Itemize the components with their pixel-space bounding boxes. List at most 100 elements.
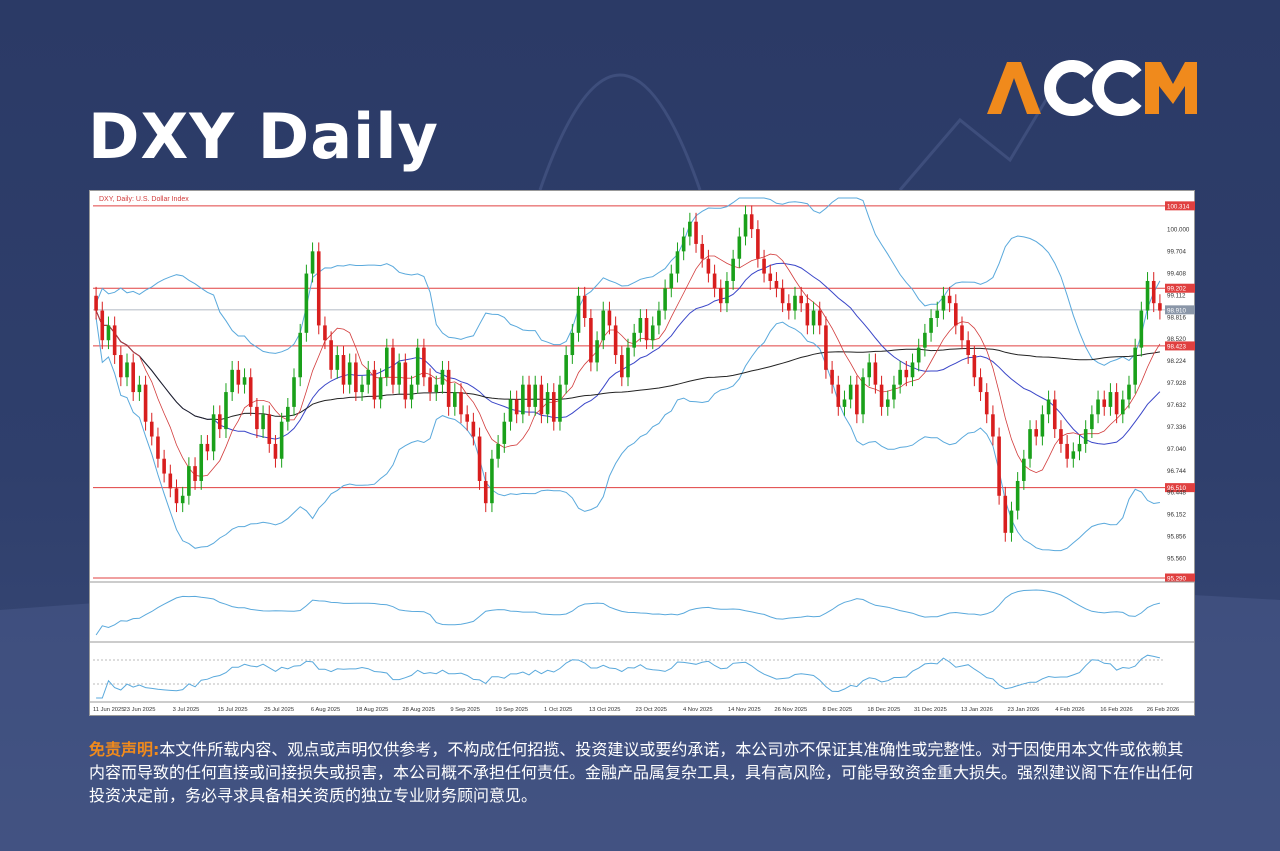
candle-body (514, 399, 519, 415)
candle-body (706, 258, 711, 274)
candle-body (112, 325, 117, 356)
x-tick-label: 9 Sep 2025 (450, 707, 480, 713)
candle-body (1022, 458, 1026, 481)
candle-body (935, 310, 940, 318)
price-tick-label: 96.152 (1167, 512, 1186, 519)
candle-body (805, 303, 810, 326)
x-tick-label: 26 Nov 2025 (774, 707, 807, 713)
candle-body (255, 406, 259, 430)
candle-body (205, 443, 210, 452)
candle-body (459, 392, 463, 415)
candle-body (372, 369, 377, 400)
candle-body (984, 392, 989, 415)
candle-body (836, 384, 841, 407)
x-tick-label: 23 Oct 2025 (635, 707, 667, 713)
price-tick-label: 97.928 (1167, 380, 1186, 387)
candle-body (286, 406, 290, 422)
candle-body (292, 377, 296, 407)
x-tick-label: 23 Jan 2026 (1007, 707, 1039, 713)
candle-body (663, 288, 667, 311)
candle-body (892, 384, 896, 400)
price-tick-label: 98.520 (1167, 336, 1186, 343)
price-tick-label: 99.202 (1167, 286, 1186, 293)
x-tick-label: 13 Jan 2026 (961, 707, 993, 713)
candle-body (669, 273, 674, 289)
candle-body (725, 280, 729, 304)
candle-body (391, 347, 395, 385)
candle-body (483, 480, 488, 504)
candle-body (1133, 347, 1137, 385)
x-tick-label: 25 Jul 2025 (264, 707, 294, 713)
candle-body (341, 355, 346, 385)
price-tick-label: 97.336 (1167, 424, 1186, 431)
candle-body (347, 362, 352, 385)
candle-body (1077, 443, 1082, 452)
candle-body (354, 362, 358, 393)
price-tick-label: 96.448 (1167, 490, 1186, 497)
accm-logo (985, 56, 1200, 120)
candle-body (131, 362, 136, 393)
candle-body (861, 377, 865, 415)
candle-body (1139, 310, 1144, 348)
candle-body (787, 303, 791, 311)
x-tick-label: 18 Aug 2025 (356, 707, 389, 713)
candle-body (453, 392, 457, 407)
price-tick-label: 98.224 (1167, 358, 1186, 365)
candle-body (366, 369, 371, 385)
candle-body (310, 251, 315, 274)
candle-body (1046, 399, 1051, 415)
candle-body (1003, 495, 1008, 533)
price-tick-label: 96.744 (1167, 468, 1186, 475)
candle-body (119, 355, 123, 378)
candle-body (916, 347, 921, 363)
candle-body (409, 384, 414, 400)
candle-body (848, 384, 853, 400)
candle-body (545, 392, 550, 415)
candle-body (193, 466, 197, 481)
price-tick-label: 99.704 (1167, 249, 1186, 256)
candle-body (378, 377, 383, 400)
candle-body (923, 332, 927, 348)
candle-body (335, 355, 340, 370)
candle-body (756, 229, 760, 259)
candle-body (156, 436, 160, 459)
candle-body (960, 325, 964, 341)
candle-body (187, 466, 191, 496)
candle-body (403, 362, 408, 400)
chart-canvas: DXY, Daily: U.S. Dollar Index 100.314 100… (89, 190, 1195, 716)
candle-body (644, 318, 649, 341)
candle-body (323, 325, 327, 341)
candle-body (1059, 429, 1063, 444)
candle-body (316, 251, 321, 326)
rsi-line (96, 654, 1161, 699)
candle-body (780, 288, 785, 304)
candle-body (539, 384, 544, 415)
candle-body (1151, 280, 1156, 304)
candle-body (434, 384, 439, 393)
candle-body (428, 377, 432, 393)
candle-body (762, 258, 766, 274)
candle-body (1158, 303, 1162, 311)
candle-body (527, 384, 531, 407)
x-tick-label: 11 Jun 2025 (93, 707, 124, 713)
candle-body (1040, 414, 1045, 437)
candle-body (582, 295, 587, 318)
price-tick-label: 100.314 (1167, 203, 1190, 210)
upper-bollinger-band (95, 197, 1161, 366)
candle-body (700, 243, 705, 259)
candle-body (972, 355, 977, 378)
candle-body (626, 347, 630, 378)
candle-body (384, 347, 389, 378)
price-tick-label: 98.910 (1167, 307, 1186, 314)
price-tick-label: 95.856 (1167, 534, 1186, 541)
price-tick-label: 99.408 (1167, 270, 1186, 277)
candle-body (422, 347, 426, 378)
stddev-line (95, 589, 1161, 636)
candle-body (768, 273, 773, 281)
x-tick-label: 6 Aug 2025 (311, 707, 340, 713)
candle-body (749, 214, 754, 230)
candle-body (941, 295, 946, 311)
candle-body (817, 310, 822, 326)
candle-body (879, 384, 884, 407)
candle-body (230, 369, 234, 393)
